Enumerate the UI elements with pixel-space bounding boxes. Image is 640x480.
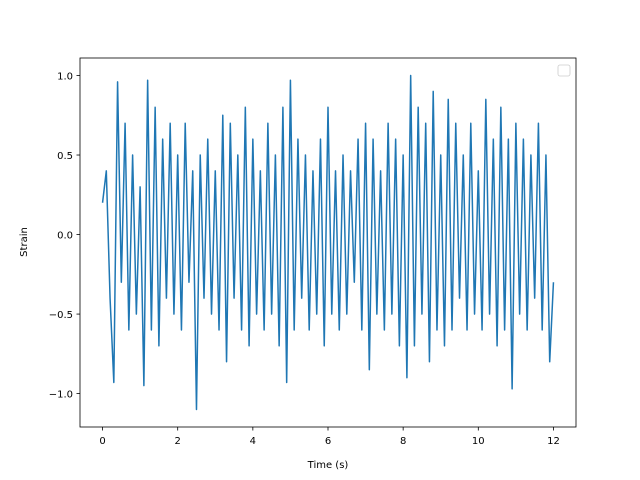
x-axis-label: Time (s) xyxy=(307,460,349,471)
x-tick-label: 8 xyxy=(400,436,406,447)
x-tick-label: 12 xyxy=(547,436,560,447)
y-axis-label: Strain xyxy=(19,227,30,257)
x-tick-label: 2 xyxy=(175,436,181,447)
data-line xyxy=(101,74,555,411)
y-tick-label: 1.0 xyxy=(57,71,73,82)
legend xyxy=(557,64,571,77)
y-tick-label: 0.0 xyxy=(57,231,73,242)
y-tick-label: 0.5 xyxy=(57,151,73,162)
x-tick-label: 4 xyxy=(250,436,256,447)
x-tick-label: 0 xyxy=(99,436,105,447)
y-tick-label: −1.0 xyxy=(49,390,73,401)
x-tick-label: 6 xyxy=(325,436,331,447)
y-tick-label: −0.5 xyxy=(49,310,73,321)
x-tick-label: 10 xyxy=(472,436,485,447)
